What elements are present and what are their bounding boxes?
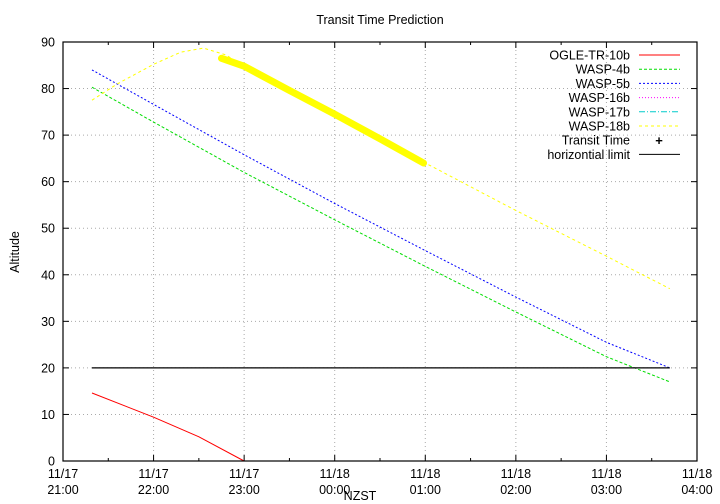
y-tick-label: 90 — [41, 36, 55, 50]
y-tick-label: 40 — [41, 268, 55, 282]
legend-label-wasp-4b: WASP-4b — [576, 63, 630, 77]
y-tick-label: 50 — [41, 222, 55, 236]
y-tick-label: 30 — [41, 315, 55, 329]
x-tick-date: 11/18 — [410, 467, 440, 481]
y-tick-label: 70 — [41, 129, 55, 143]
y-tick-label: 0 — [48, 455, 55, 469]
x-tick-time: 04:00 — [681, 483, 712, 497]
y-axis-label: Altitude — [8, 231, 22, 273]
x-tick-date: 11/18 — [320, 467, 350, 481]
x-tick-date: 11/17 — [48, 467, 78, 481]
x-tick-date: 11/17 — [138, 467, 168, 481]
legend-label-wasp-17b: WASP-17b — [569, 105, 630, 119]
x-tick-date: 11/18 — [501, 467, 531, 481]
x-axis-label: NZST — [344, 489, 377, 503]
series-transit-time — [218, 54, 427, 167]
legend-label-wasp-16b: WASP-16b — [569, 91, 630, 105]
x-axis: 11/17 21:00 11/17 22:00 11/17 23:00 11/18 00:00… — [47, 42, 713, 497]
legend-label-transit-time: Transit Time — [562, 134, 630, 148]
x-tick-time: 02:00 — [500, 483, 531, 497]
y-tick-label: 60 — [41, 175, 55, 189]
legend-label-ogle-tr-10b: OGLE-TR-10b — [549, 49, 630, 63]
x-tick-time: 23:00 — [229, 483, 260, 497]
x-tick-date: 11/17 — [229, 467, 259, 481]
x-tick-date: 11/18 — [682, 467, 712, 481]
x-tick-time: 03:00 — [591, 483, 622, 497]
x-tick-time: 01:00 — [410, 483, 441, 497]
chart-title: Transit Time Prediction — [316, 13, 443, 27]
x-tick-time: 22:00 — [138, 483, 169, 497]
series-wasp-4b — [91, 86, 670, 383]
legend-label-wasp-18b: WASP-18b — [569, 120, 630, 134]
x-tick-time: 21:00 — [47, 483, 78, 497]
x-tick-time: 00:00 — [319, 483, 350, 497]
series-ogle-tr-10b — [91, 392, 245, 462]
series-wasp-5b — [91, 69, 670, 369]
y-tick-label: 20 — [41, 361, 55, 375]
x-tick-date: 11/18 — [591, 467, 621, 481]
legend-marker-transit-time: + — [655, 133, 663, 148]
legend-label-wasp-5b: WASP-5b — [576, 77, 630, 91]
series-layer — [91, 47, 671, 462]
legend: OGLE-TR-10bWASP-4bWASP-5bWASP-16bWASP-17… — [547, 49, 680, 162]
y-tick-label: 10 — [41, 408, 55, 422]
y-tick-label: 80 — [41, 82, 55, 96]
legend-label-horizontial-limit: horizontial limit — [547, 148, 630, 162]
y-axis: 0 10 20 30 40 50 60 70 80 90 — [41, 36, 697, 469]
